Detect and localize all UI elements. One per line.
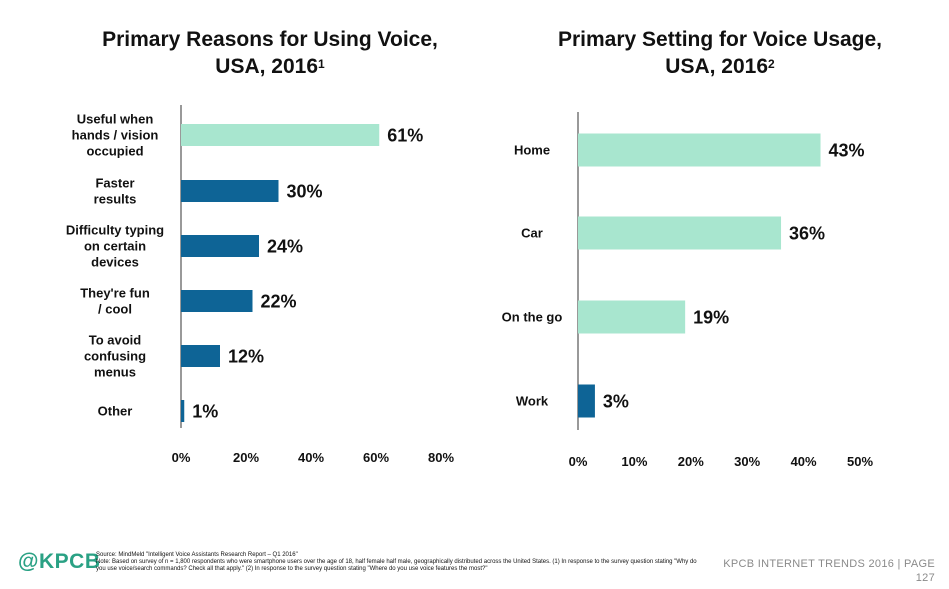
title-line-1: Primary Reasons for Using Voice, (102, 28, 438, 51)
bar (578, 384, 595, 418)
category-label: Useful when (77, 112, 154, 127)
category-label: menus (94, 365, 136, 380)
bar (181, 400, 185, 422)
category-label: Work (516, 394, 549, 409)
footer-source-note: Source: MindMeld "Intelligent Voice Assi… (96, 552, 706, 573)
x-tick-label: 20% (678, 454, 704, 469)
category-label: Difficulty typing (66, 223, 164, 238)
category-label: Faster (95, 176, 134, 191)
x-tick-label: 0% (172, 450, 191, 465)
bar (578, 216, 782, 250)
bar (578, 300, 686, 334)
title-line-1: Primary Setting for Voice Usage, (557, 28, 883, 51)
bar (181, 124, 380, 146)
category-label: To avoid (89, 333, 142, 348)
data-label: 12% (228, 347, 264, 367)
category-label: They're fun (80, 286, 150, 301)
data-label: 1% (192, 402, 218, 422)
category-label: hands / vision (72, 128, 159, 143)
category-label: / cool (98, 302, 132, 317)
brand-text: KPCB INTERNET TRENDS 2016 | PAGE (723, 558, 935, 570)
bar (181, 235, 259, 257)
category-label: Other (98, 404, 133, 419)
data-label: 22% (261, 292, 297, 312)
data-label: 19% (693, 308, 729, 328)
data-label: 36% (789, 224, 825, 244)
x-tick-label: 40% (791, 454, 817, 469)
bar (181, 290, 253, 312)
category-label: confusing (84, 349, 146, 364)
page-number: 127 (915, 572, 935, 584)
x-tick-label: 20% (233, 450, 259, 465)
data-label: 61% (387, 126, 423, 146)
title-footnote: 2 (768, 57, 775, 71)
x-tick-label: 50% (847, 454, 873, 469)
title-line-2: USA, 2016 (215, 55, 319, 78)
category-label: Home (514, 143, 550, 158)
data-label: 24% (267, 237, 303, 257)
chart-title-reasons: Primary Reasons for Using Voice, USA, 20… (70, 26, 470, 80)
note-line: Note: Based on survey of n = 1,800 respo… (96, 559, 697, 572)
source-line: Source: MindMeld "Intelligent Voice Assi… (96, 552, 298, 558)
bar (181, 180, 279, 202)
x-tick-label: 40% (298, 450, 324, 465)
title-footnote: 1 (318, 57, 325, 71)
category-label: on certain (84, 239, 146, 254)
kpcb-logo: @KPCB (18, 550, 101, 573)
category-label: On the go (502, 310, 563, 325)
x-tick-label: 30% (734, 454, 760, 469)
x-tick-label: 10% (621, 454, 647, 469)
category-label: devices (91, 255, 139, 270)
data-label: 43% (829, 141, 865, 161)
data-label: 30% (287, 182, 323, 202)
category-label: occupied (86, 144, 143, 159)
bar (578, 133, 821, 167)
chart-title-setting: Primary Setting for Voice Usage, USA, 20… (520, 26, 920, 80)
category-label: Car (521, 226, 543, 241)
footer-brand: KPCB INTERNET TRENDS 2016 | PAGE 127 (723, 557, 935, 585)
x-tick-label: 60% (363, 450, 389, 465)
x-tick-label: 0% (569, 454, 588, 469)
category-label: results (94, 192, 137, 207)
title-line-2: USA, 2016 (665, 55, 769, 78)
bar (181, 345, 220, 367)
data-label: 3% (603, 392, 629, 412)
x-tick-label: 80% (428, 450, 454, 465)
